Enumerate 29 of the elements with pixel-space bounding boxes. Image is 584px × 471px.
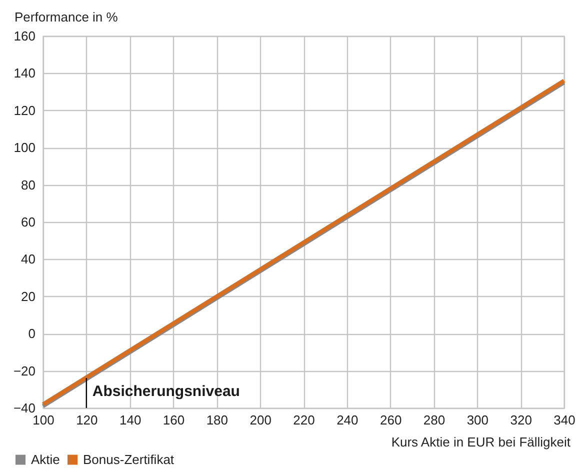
y-axis-title: Performance in %: [14, 10, 118, 24]
y-tick-label: 60: [21, 214, 36, 230]
y-tick-label: 40: [21, 252, 36, 267]
y-tick-label: −40: [13, 400, 36, 416]
x-tick-label: 120: [76, 412, 98, 428]
x-tick-label: 320: [510, 412, 532, 428]
x-tick-label: 280: [423, 412, 446, 428]
x-axis-title: Kurs Aktie in EUR bei Fälligkeit: [391, 434, 571, 450]
y-tick-label: 0: [28, 326, 36, 342]
y-tick-label: 140: [14, 66, 36, 81]
legend-label: Bonus-Zertifikat: [83, 452, 174, 467]
y-tick-label: −20: [13, 363, 36, 378]
x-tick-label: 300: [466, 412, 489, 428]
x-tick-label: 200: [250, 412, 272, 428]
x-tick-label: 100: [32, 412, 54, 428]
y-tick-label: 120: [14, 102, 36, 118]
y-tick-label: 100: [14, 140, 36, 156]
x-tick-label: 240: [336, 412, 358, 428]
x-tick-label: 160: [162, 412, 185, 428]
legend-label: Aktie: [31, 452, 60, 467]
ref-line-label: Absicherungsniveau: [92, 383, 240, 400]
y-tick-label: 160: [14, 28, 36, 44]
y-tick-label: 20: [21, 288, 36, 304]
x-tick-label: 340: [554, 412, 576, 428]
x-tick-label: 260: [380, 412, 402, 428]
x-tick-label: 180: [206, 412, 228, 428]
x-tick-label: 140: [119, 412, 142, 428]
x-tick-label: 220: [293, 412, 315, 428]
y-tick-label: 80: [21, 177, 36, 192]
